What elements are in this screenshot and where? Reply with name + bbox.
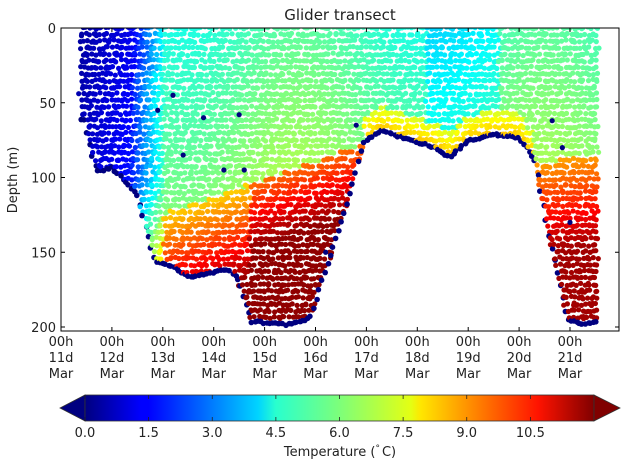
x-tick-label: 00h 15d Mar <box>252 335 277 382</box>
y-tick-label: 50 <box>39 97 56 112</box>
colorbar-under-extension <box>59 394 86 422</box>
x-tick-label: 00h 13d Mar <box>150 335 175 382</box>
colorbar-ticks: 0.0 1.5 3.0 4.5 6.0 7.5 9.0 10.5 <box>75 395 545 441</box>
colorbar-tick-label: 10.5 <box>516 426 545 441</box>
x-tick-label: 00h 18d Mar <box>405 335 430 382</box>
colorbar-tick-label: 4.5 <box>266 426 287 441</box>
x-tick-label: 00h 16d Mar <box>303 335 328 382</box>
y-tick-label: 150 <box>31 246 56 261</box>
colorbar-tick-label: 7.5 <box>393 426 414 441</box>
x-tick-label: 00h 19d Mar <box>456 335 481 382</box>
colorbar-gradient <box>84 394 595 422</box>
y-tick-label: 100 <box>31 172 56 187</box>
x-tick-label: 00h 11d Mar <box>49 335 74 382</box>
y-axis: 0 50 100 150 200 <box>31 22 619 336</box>
colorbar-label: Temperature (° C) <box>283 444 396 460</box>
temperature-scatter-points <box>76 28 602 329</box>
x-axis: 00h 11d Mar 00h 12d Mar 00h 13d Mar 00h 14d Mar 00h 1… <box>49 28 583 382</box>
chart-title: Glider transect <box>284 6 396 24</box>
colorbar-over-extension <box>593 394 621 422</box>
colorbar-tick-label: 1.5 <box>138 426 159 441</box>
x-tick-label: 00h 12d Mar <box>100 335 125 382</box>
colorbar-tick-label: 3.0 <box>202 426 223 441</box>
colorbar-tick-label: 9.0 <box>456 426 477 441</box>
x-tick-label: 00h 17d Mar <box>354 335 379 382</box>
colorbar: 0.0 1.5 3.0 4.5 6.0 7.5 9.0 10.5 Temperature (°… <box>59 394 621 460</box>
x-tick-label: 00h 21d Mar <box>558 335 583 382</box>
colorbar-tick-label: 6.0 <box>329 426 350 441</box>
y-tick-label: 200 <box>31 321 56 336</box>
y-axis-label: Depth (m) <box>6 147 21 214</box>
plot-area-frame <box>60 27 620 332</box>
y-tick-label: 0 <box>48 22 56 37</box>
x-tick-label: 00h 20d Mar <box>507 335 532 382</box>
x-tick-label: 00h 14d Mar <box>201 335 226 382</box>
colorbar-tick-label: 0.0 <box>75 426 96 441</box>
